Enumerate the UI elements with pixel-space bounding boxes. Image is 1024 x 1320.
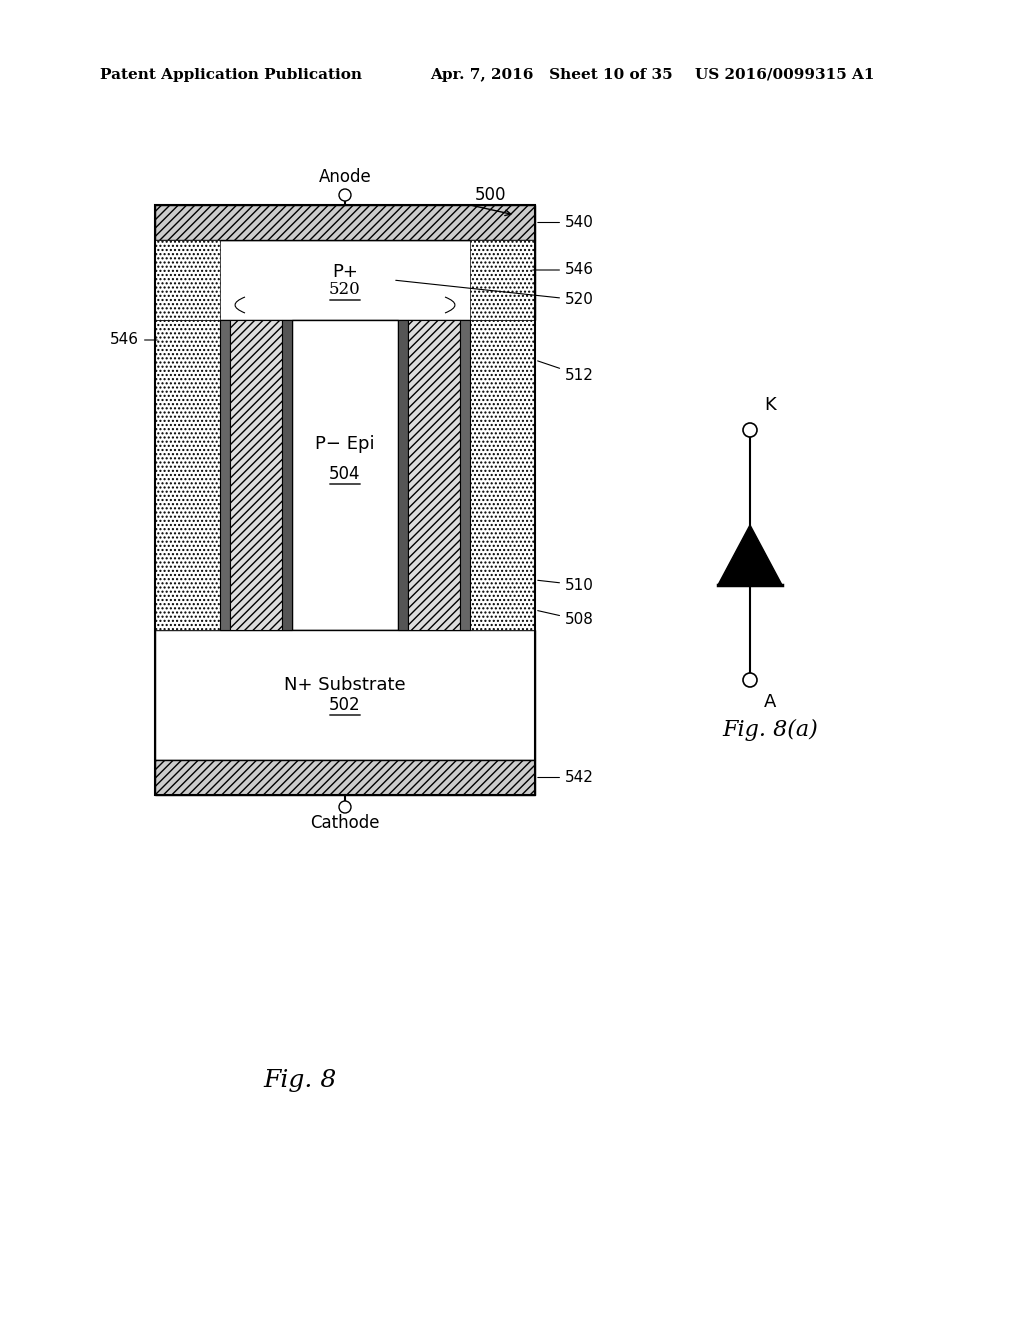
Bar (408, 319, 460, 630)
Text: US 2016/0099315 A1: US 2016/0099315 A1 (695, 69, 874, 82)
Text: 520: 520 (329, 281, 360, 298)
Bar (155, 240, 220, 319)
Bar (220, 319, 230, 630)
Bar (460, 319, 470, 630)
Text: P− Epi: P− Epi (315, 436, 375, 453)
Text: Patent Application Publication: Patent Application Publication (100, 69, 362, 82)
Text: 540: 540 (538, 215, 594, 230)
Bar (470, 240, 535, 319)
Text: 502: 502 (329, 696, 360, 714)
Text: 542: 542 (538, 770, 594, 785)
Text: 546: 546 (532, 263, 594, 277)
Circle shape (743, 422, 757, 437)
Text: 520: 520 (395, 280, 594, 308)
Text: Apr. 7, 2016   Sheet 10 of 35: Apr. 7, 2016 Sheet 10 of 35 (430, 69, 673, 82)
Text: P+: P+ (332, 263, 358, 281)
Bar (155, 630, 535, 760)
Text: 510: 510 (538, 578, 594, 593)
Bar (470, 319, 535, 630)
Bar (282, 319, 292, 630)
Polygon shape (718, 525, 782, 585)
Bar (155, 205, 535, 240)
Circle shape (339, 189, 351, 201)
Bar (155, 240, 535, 319)
Text: Fig. 8: Fig. 8 (263, 1068, 337, 1092)
Text: Cathode: Cathode (310, 814, 380, 832)
Text: 500: 500 (475, 186, 507, 205)
Bar (292, 319, 398, 630)
Bar (155, 319, 220, 630)
Bar (155, 205, 535, 795)
Text: 508: 508 (538, 611, 594, 627)
Text: 546: 546 (110, 333, 158, 347)
Text: K: K (764, 396, 776, 414)
Text: 512: 512 (538, 360, 594, 383)
Text: 504: 504 (330, 465, 360, 483)
Text: Anode: Anode (318, 168, 372, 186)
Circle shape (743, 673, 757, 686)
Text: Fig. 8(a): Fig. 8(a) (722, 719, 818, 741)
Bar (155, 760, 535, 795)
Text: A: A (764, 693, 776, 711)
Bar (230, 319, 282, 630)
Circle shape (339, 801, 351, 813)
Bar (398, 319, 408, 630)
Text: N+ Substrate: N+ Substrate (285, 676, 406, 694)
